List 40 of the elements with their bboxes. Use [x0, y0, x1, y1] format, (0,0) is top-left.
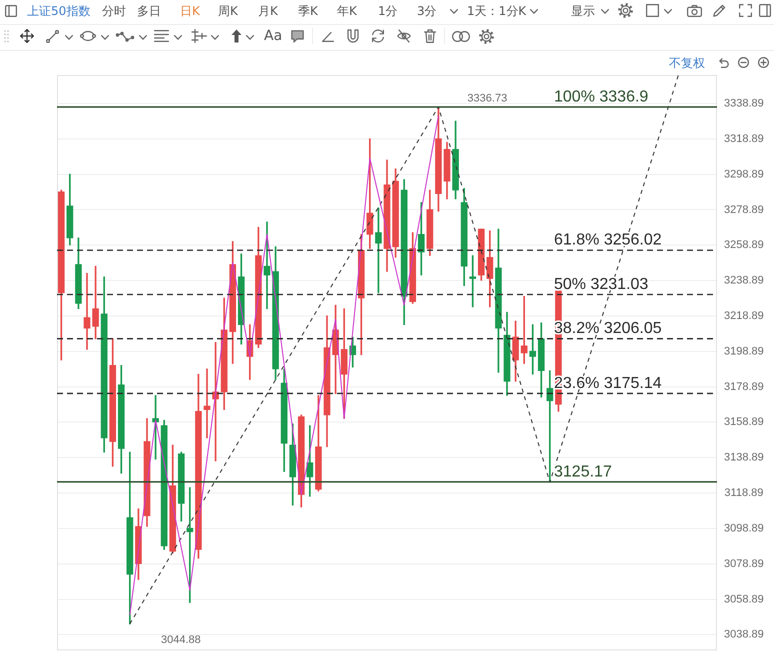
- text: 3分: [417, 4, 437, 18]
- y-tick-label: 3078.89: [724, 558, 764, 570]
- text: 显示: [571, 4, 595, 18]
- y-tick-label: 3158.89: [724, 416, 764, 428]
- y-tick-label: 3118.89: [724, 487, 764, 500]
- y-tick-label: 3038.89: [724, 628, 764, 641]
- y-tick-label: 3298.89: [724, 168, 764, 180]
- y-tick-label: 3098.89: [724, 522, 764, 534]
- annotation: 3336.73: [467, 92, 508, 104]
- y-tick-label: 3258.89: [724, 239, 764, 252]
- y-tick-label: 3238.89: [724, 274, 764, 287]
- y-tick-label: 3278.89: [724, 204, 764, 216]
- text: 季K: [298, 4, 318, 18]
- text: 分时: [102, 4, 126, 18]
- annotation: 3044.88: [161, 634, 201, 647]
- y-tick-label: 3138.89: [724, 452, 764, 464]
- text: 日K: [180, 4, 200, 18]
- y-tick-label: 3338.89: [724, 98, 764, 110]
- y-tick-label: 3198.89: [724, 345, 764, 358]
- text: 1分: [378, 4, 398, 18]
- ref-line-label: 3125.17: [554, 463, 612, 480]
- candlestick: [375, 207, 382, 294]
- text: 周K: [218, 4, 238, 18]
- text: 1天：1分K: [467, 4, 526, 18]
- y-tick-label: 3058.89: [724, 593, 764, 606]
- ref-line-label: 100% 3336.9: [554, 88, 648, 106]
- candlestick: [264, 222, 270, 310]
- text: 多日: [137, 4, 161, 18]
- ref-line-label: 61.8% 3256.02: [554, 232, 662, 249]
- chart-title: 上证50指数: [27, 4, 90, 18]
- text: Aa: [264, 28, 282, 44]
- y-tick-label: 3218.89: [724, 310, 764, 322]
- text: 年K: [337, 4, 357, 18]
- text: 不复权: [669, 56, 705, 70]
- y-tick-label: 3318.89: [724, 132, 764, 145]
- text: 月K: [258, 4, 278, 18]
- candlestick: [152, 395, 159, 460]
- candlestick: [204, 368, 210, 438]
- y-tick-label: 3178.89: [724, 380, 764, 393]
- ref-line-label: 50% 3231.03: [554, 276, 648, 293]
